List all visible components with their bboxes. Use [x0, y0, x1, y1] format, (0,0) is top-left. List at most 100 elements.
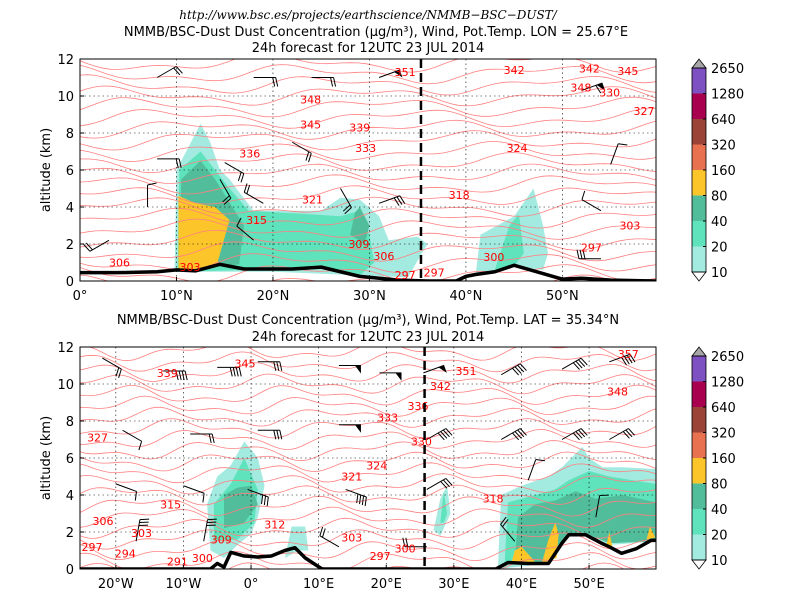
wind-barb-feather	[264, 496, 265, 505]
theta-contour-label: 327	[634, 105, 655, 118]
colorbar-label: 640	[711, 113, 736, 128]
theta-contour-324	[80, 175, 659, 194]
theta-contour-label: 294	[115, 547, 136, 560]
wind-barb-feather	[119, 369, 122, 378]
top-y-axis-label: altitude (km)	[39, 128, 54, 212]
colorbar-segment-20	[692, 221, 706, 247]
y-tick-label: 2	[66, 238, 74, 253]
colorbar-label: 2650	[711, 350, 744, 365]
x-tick-label: 30°N	[353, 289, 386, 304]
theta-contour-336	[80, 419, 659, 438]
wind-barb-feather	[244, 184, 247, 193]
wind-barb	[339, 366, 361, 374]
theta-contour-label: 324	[366, 459, 387, 472]
theta-contour-label: 300	[483, 251, 504, 264]
y-tick-label: 8	[66, 127, 74, 142]
colorbar-label: 160	[711, 452, 736, 467]
theta-contour-label: 333	[377, 411, 398, 424]
colorbar-over-arrow	[692, 347, 706, 356]
wind-barb-staff	[346, 489, 367, 497]
theta-contour-label: 303	[341, 532, 362, 545]
x-tick-label: 30°E	[438, 577, 469, 592]
theta-contour-label: 297	[424, 267, 445, 280]
wind-barb	[528, 460, 545, 481]
theta-contour-345	[80, 385, 659, 405]
colorbar-label: 20	[711, 241, 728, 256]
theta-contour-label: 297	[82, 541, 103, 554]
wind-barb	[148, 183, 157, 207]
wind-barb-feather	[360, 495, 361, 504]
colorbar-segment-160	[692, 145, 706, 171]
theta-contour-label: 348	[570, 82, 591, 95]
wind-barb-feather	[247, 185, 250, 194]
colorbar-segment-320	[692, 407, 706, 433]
y-tick-label: 10	[57, 378, 74, 393]
top-chart-title: NMMB/BSC-Dust Dust Concentration (µg/m³)…	[124, 25, 628, 40]
y-tick-label: 6	[66, 164, 74, 179]
wind-barb-feather	[362, 496, 363, 505]
colorbar-segment-640	[692, 94, 706, 120]
theta-contour-label: 306	[373, 250, 394, 263]
theta-contour-label: 297	[395, 269, 416, 282]
y-tick-label: 6	[66, 452, 74, 467]
wind-barb-staff	[116, 484, 137, 492]
x-tick-label: 20°N	[257, 289, 290, 304]
colorbar-label: 40	[711, 503, 728, 518]
bottom-chart-subtitle: 24h forecast for 12UTC 23 JUL 2014	[252, 330, 485, 345]
colorbar-segment-20	[692, 509, 706, 535]
colorbar-label: 10	[711, 266, 728, 281]
theta-contour-label: 351	[456, 365, 477, 378]
colorbar-segment-320	[692, 119, 706, 145]
colorbar-segment-1280	[692, 68, 706, 94]
theta-contour-label: 297	[581, 242, 602, 255]
theta-contour-label: 348	[300, 94, 321, 107]
theta-contour-333	[80, 429, 659, 449]
theta-contour-label: 306	[92, 515, 113, 528]
wind-barb-feather	[241, 174, 244, 183]
x-tick-label: 20°W	[98, 577, 134, 592]
colorbar-label: 1280	[711, 376, 744, 391]
colorbar-label: 320	[711, 139, 736, 154]
x-tick-label: 10°W	[165, 577, 201, 592]
wind-barb-feather	[267, 497, 268, 506]
theta-contour-label: 303	[179, 261, 200, 274]
wind-barb-staff	[292, 142, 311, 153]
theta-contour-339	[80, 407, 659, 427]
bottom-chart-title: NMMB/BSC-Dust Dust Concentration (µg/m³)…	[117, 313, 619, 328]
theta-contour-label: 336	[239, 147, 260, 160]
x-tick-label: 10°N	[160, 289, 193, 304]
wind-barb-staff	[123, 430, 142, 441]
colorbar-label: 1280	[711, 88, 744, 103]
theta-contour-label: 321	[341, 471, 362, 484]
wind-barb-feather	[238, 172, 241, 181]
colorbar-under-arrow	[692, 272, 706, 281]
y-tick-label: 12	[57, 341, 74, 356]
wind-barb-feather	[618, 144, 627, 145]
wind-barb-feather	[582, 191, 585, 200]
x-tick-label: 0°	[73, 289, 88, 304]
theta-contour-label: 306	[109, 257, 130, 270]
wind-barb-staff	[90, 240, 109, 251]
y-tick-label: 8	[66, 415, 74, 430]
y-tick-label: 0	[66, 563, 74, 578]
wind-barb-feather	[536, 460, 545, 461]
y-tick-label: 4	[66, 201, 74, 216]
theta-contour-label: 321	[302, 194, 323, 207]
colorbar-segment-40	[692, 196, 706, 222]
x-tick-label: 40°N	[450, 289, 483, 304]
x-tick-label: 20°E	[371, 577, 402, 592]
wind-barb	[244, 184, 263, 204]
theta-contour-label: 342	[430, 380, 451, 393]
theta-contour-label: 291	[167, 556, 188, 569]
theta-contour-label: 339	[157, 367, 178, 380]
wind-barb	[157, 67, 182, 78]
y-tick-label: 2	[66, 526, 74, 541]
theta-contour-label: 315	[160, 498, 181, 511]
colorbar-segment-80	[692, 170, 706, 196]
wind-barb-feather	[212, 434, 214, 443]
wind-barb	[312, 78, 336, 87]
theta-contour-label: 351	[395, 66, 416, 79]
